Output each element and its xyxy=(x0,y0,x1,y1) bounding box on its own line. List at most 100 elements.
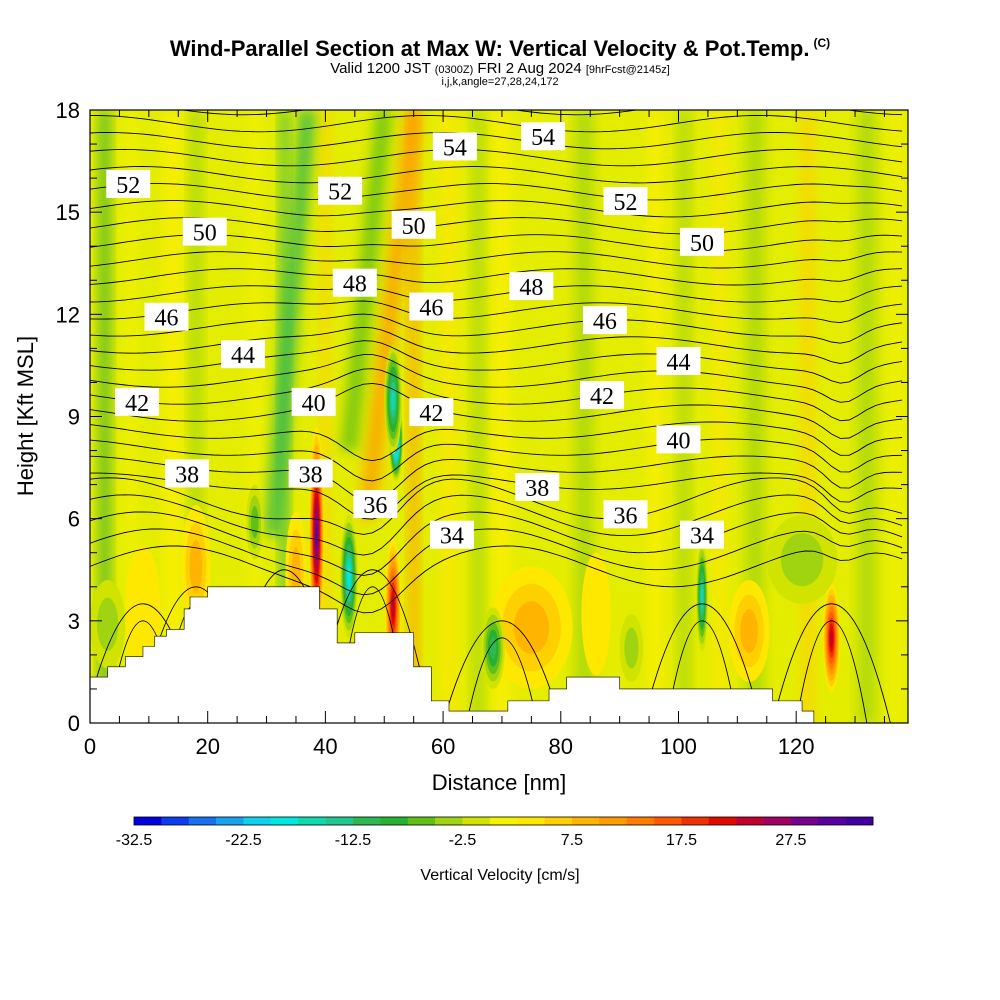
theta-label-box xyxy=(288,459,333,488)
colorbar-swatch xyxy=(517,817,545,825)
theta-label-box xyxy=(680,227,725,256)
theta-isentrope xyxy=(90,200,903,218)
theta-contour-label: 46 xyxy=(409,292,454,322)
theta-label-box xyxy=(656,347,701,376)
colorbar-label: Vertical Velocity [cm/s] xyxy=(420,867,579,884)
velocity-streak xyxy=(358,110,422,520)
velocity-band xyxy=(713,110,726,723)
theta-contour-label: 44 xyxy=(221,340,266,369)
colorbar-swatch xyxy=(462,817,491,825)
theta-contour-label: 38 xyxy=(165,459,210,488)
colorbar-swatch xyxy=(435,817,463,825)
colorbar-swatch xyxy=(407,817,436,825)
velocity-features xyxy=(90,344,841,693)
velocity-band xyxy=(190,110,202,723)
theta-label-box xyxy=(144,302,189,331)
copyright-mark: (C) xyxy=(813,36,831,50)
theta-isentrope xyxy=(90,64,902,80)
theta-label-box xyxy=(680,520,725,549)
chart-subtitle: Valid 1200 JST (0300Z) FRI 2 Aug 2024 [9… xyxy=(0,60,1000,77)
velocity-band xyxy=(802,110,814,723)
theta-label-text: 48 xyxy=(343,272,367,298)
colorbar-swatch xyxy=(845,817,874,825)
x-tick-label: 80 xyxy=(549,734,573,759)
y-tick-label: 6 xyxy=(68,507,80,532)
theta-label-text: 50 xyxy=(690,231,714,257)
theta-label-text: 42 xyxy=(125,391,149,417)
x-axis-label: Distance [nm] xyxy=(432,770,567,795)
theta-isentrope xyxy=(90,494,903,556)
velocity-contour xyxy=(624,627,639,669)
theta-isentrope xyxy=(90,421,903,462)
theta-label-text: 44 xyxy=(231,343,255,369)
theta-label-box xyxy=(429,520,474,549)
theta-isentrope xyxy=(90,545,903,614)
theta-contour-label: 42 xyxy=(115,387,160,417)
theta-isentrope xyxy=(179,110,903,116)
colorbar-swatch xyxy=(626,817,655,825)
theta-label-box xyxy=(409,292,454,321)
theta-label-box xyxy=(603,186,648,215)
colorbar-swatch xyxy=(681,817,710,825)
theta-isentrope xyxy=(90,477,903,535)
theta-label-box xyxy=(515,473,560,502)
x-tick-label: 40 xyxy=(313,734,337,759)
theta-label-box xyxy=(291,387,336,416)
theta-isentrope xyxy=(642,603,762,723)
x-tick-label: 0 xyxy=(84,734,96,759)
theta-label-box xyxy=(182,217,227,246)
colorbar-tick-label: -22.5 xyxy=(225,832,262,849)
theta-isentrope xyxy=(772,603,891,723)
velocity-contour xyxy=(780,532,824,587)
theta-label-text: 40 xyxy=(302,391,326,417)
theta-contour-label: 52 xyxy=(318,176,363,206)
theta-isentrope xyxy=(90,455,903,503)
theta-contour-label: 52 xyxy=(603,186,648,216)
theta-isentrope xyxy=(90,285,903,303)
theta-contour-label: 50 xyxy=(680,227,725,257)
theta-label-text: 38 xyxy=(299,462,323,488)
colorbar-tick-label: 27.5 xyxy=(775,832,806,849)
theta-isentrope xyxy=(466,637,538,723)
theta-isentrope xyxy=(90,132,903,150)
theta-label-box xyxy=(332,268,377,297)
y-axis-label: Height [Kft MSL] xyxy=(13,336,38,496)
velocity-band xyxy=(746,110,764,723)
contour-labels: 52 50 46 44 42 38 40 38 52 48 50 46 42 36 34 54 54 52 48 46… xyxy=(106,122,725,550)
velocity-band xyxy=(493,110,511,723)
theta-isentrope xyxy=(90,438,903,482)
theta-isentrope xyxy=(90,149,903,167)
theta-isentrope xyxy=(90,368,903,422)
theta-label-text: 52 xyxy=(614,190,638,216)
colorbar-swatch xyxy=(243,817,272,825)
theta-contour-label: 38 xyxy=(288,459,333,488)
colorbar-swatch xyxy=(489,817,518,825)
colorbar-swatch xyxy=(763,817,792,825)
theta-isentrope xyxy=(90,528,903,596)
theta-label-text: 52 xyxy=(328,180,352,206)
theta-contour-label: 36 xyxy=(353,490,398,519)
theta-label-box xyxy=(509,272,554,301)
theta-isentrope xyxy=(90,472,903,520)
velocity-band xyxy=(647,110,663,723)
colorbar-swatch xyxy=(298,817,326,825)
y-tick-label: 3 xyxy=(68,609,80,634)
theta-label-text: 38 xyxy=(525,476,549,502)
colorbar-swatch xyxy=(134,817,162,825)
theta-isentrope xyxy=(90,511,903,576)
theta-isentrope xyxy=(795,620,868,723)
theta-label-text: 38 xyxy=(175,462,199,488)
velocity-contour xyxy=(513,601,550,654)
theta-label-text: 54 xyxy=(443,135,467,161)
theta-label-text: 40 xyxy=(666,428,690,454)
theta-isentrope xyxy=(442,620,562,723)
x-tick-label: 20 xyxy=(195,734,219,759)
forecast-info: [9hrFcst@2145z] xyxy=(585,64,670,76)
theta-isentrope xyxy=(90,300,903,324)
theta-label-box xyxy=(353,490,398,519)
velocity-band xyxy=(857,110,876,723)
colorbar-swatch xyxy=(654,817,682,825)
velocity-contour xyxy=(97,597,119,651)
